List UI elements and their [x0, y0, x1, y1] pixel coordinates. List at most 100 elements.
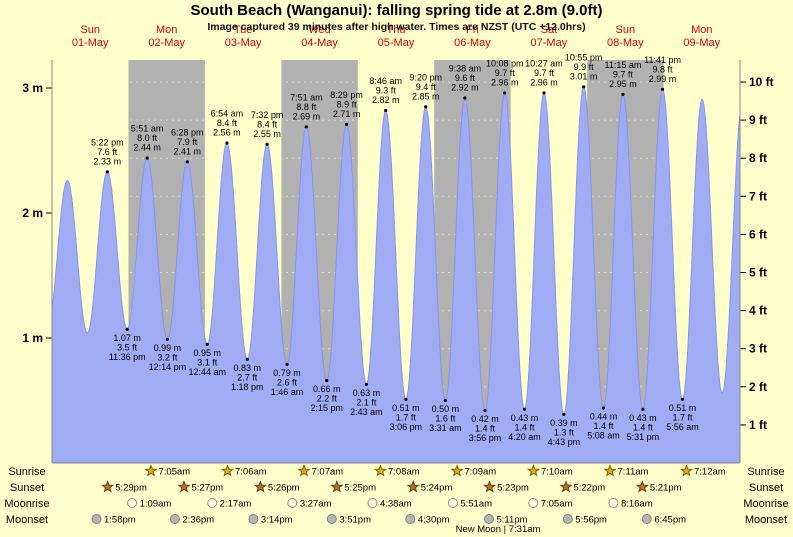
high-tide-label: 9:38 am 9.6 ft 2.92 m	[449, 64, 482, 93]
low-tide-marker	[680, 397, 685, 401]
right-axis-label: 10 ft	[749, 75, 774, 89]
high-tide-label: 6:28 pm 7.9 ft 2.41 m	[171, 127, 204, 156]
moonrise-moon-icon	[207, 498, 218, 508]
low-tide-marker	[522, 407, 527, 411]
sunset-time: 5:24pm	[421, 483, 453, 494]
tide-area	[52, 86, 740, 464]
low-tide-label: 0.66 m 2.2 ft 2:15 pm	[310, 384, 343, 413]
high-tide-marker	[225, 141, 229, 145]
sunrise-time: 7:09am	[464, 467, 496, 478]
low-tide-label: 0.39 m 1.3 ft 4:43 pm	[548, 418, 581, 447]
moonset-time: 6:45pm	[654, 515, 686, 526]
high-tide-marker	[145, 156, 149, 160]
left-axis-label: 2 m	[22, 206, 43, 220]
low-tide-label: 0.44 m 1.4 ft 5:08 am	[587, 412, 620, 441]
sunrise-time: 7:08am	[388, 467, 420, 478]
left-axis-label: 3 m	[22, 81, 43, 95]
sunset-star-icon	[330, 480, 344, 493]
sunrise-time: 7:11am	[617, 467, 648, 478]
high-tide-label: 5:51 am 8.0 ft 2.44 m	[131, 124, 164, 153]
low-tide-label: 0.79 m 2.6 ft 1:46 am	[271, 368, 304, 397]
high-tide-marker	[265, 142, 269, 146]
moonrise-moon-icon	[127, 498, 138, 508]
moonrise-row-label-right: Moonrise	[743, 498, 788, 510]
low-tide-marker	[562, 412, 566, 416]
moonrise-time: 4:38am	[380, 499, 412, 510]
high-tide-marker	[424, 105, 428, 109]
moonrise-time: 8:16am	[621, 499, 653, 510]
right-axis-label: 3 ft	[749, 342, 767, 356]
sunrise-time: 7:07am	[312, 467, 344, 478]
high-tide-label: 7:32 pm 8.4 ft 2.55 m	[251, 110, 284, 139]
low-tide-label: 0.95 m 3.1 ft 12:44 am	[188, 348, 226, 377]
low-tide-marker	[125, 327, 129, 331]
sunrise-star-icon	[679, 464, 694, 477]
low-tide-label: 0.51 m 1.7 ft 5:56 am	[666, 403, 699, 432]
sunrise-star-icon	[450, 464, 464, 477]
sunrise-time: 7:05am	[159, 467, 191, 478]
right-axis-label: 1 ft	[749, 418, 767, 432]
sunset-time: 5:29pm	[115, 483, 147, 494]
moonset-row-label-right: Moonset	[745, 514, 787, 526]
right-axis-label: 6 ft	[749, 227, 767, 241]
moonrise-time: 7:05am	[541, 499, 573, 510]
high-tide-label: 10:55 pm 9.9 ft 3.01 m	[565, 52, 603, 81]
day-label: Mon 02-May	[148, 24, 185, 49]
day-label: Thu 05-May	[378, 24, 415, 49]
moonset-moon-icon	[169, 514, 180, 524]
sunset-row-label-left: Sunset	[10, 482, 44, 494]
low-tide-label: 0.83 m 2.7 ft 1:18 pm	[231, 363, 264, 392]
right-axis-label: 2 ft	[749, 380, 767, 394]
low-tide-marker	[285, 362, 289, 366]
day-label: Mon 09-May	[683, 24, 720, 49]
moonset-moon-icon	[641, 514, 652, 524]
sunrise-star-icon	[144, 464, 158, 477]
low-tide-label: 0.50 m 1.6 ft 3:31 am	[429, 404, 462, 433]
sunrise-star-icon	[220, 464, 235, 477]
right-axis-label: 5 ft	[749, 266, 767, 280]
sunrise-star-icon	[373, 464, 388, 477]
day-label: Sun 01-May	[72, 24, 109, 49]
day-label: Fri 06-May	[454, 24, 491, 49]
moonrise-time: 3:27am	[300, 499, 332, 510]
low-tide-marker	[325, 378, 329, 383]
right-axis-label: 4 ft	[749, 304, 767, 318]
day-label: Sun 08-May	[607, 24, 644, 49]
sunset-star-icon	[253, 480, 267, 493]
low-tide-marker	[245, 357, 249, 361]
moonset-time: 3:14pm	[261, 515, 293, 526]
sunset-time: 5:25pm	[344, 483, 376, 494]
right-axis-label: 8 ft	[749, 151, 767, 165]
moonrise-time: 1:09am	[140, 499, 172, 510]
low-tide-marker	[601, 406, 606, 410]
sunrise-time: 7:12am	[694, 467, 726, 478]
low-tide-label: 0.43 m 1.4 ft 4:20 am	[508, 413, 541, 442]
high-tide-label: 8:46 am 9.3 ft 2.82 m	[369, 76, 402, 105]
low-tide-marker	[443, 398, 447, 403]
day-label: Wed 04-May	[301, 24, 338, 49]
high-tide-label: 11:41 pm 9.8 ft 2.99 m	[644, 55, 681, 84]
moonset-moon-icon	[248, 514, 259, 524]
moonrise-moon-icon	[528, 498, 539, 508]
chart-title: South Beach (Wanganui): falling spring t…	[190, 2, 603, 19]
sunset-time: 5:21pm	[650, 483, 682, 494]
sunset-row-label-right: Sunset	[749, 482, 783, 494]
sunrise-row-label-right: Sunrise	[747, 466, 784, 478]
high-tide-marker	[105, 170, 109, 174]
high-tide-label: 5:22 pm 7.6 ft 2.33 m	[91, 137, 124, 166]
moonset-moon-icon	[562, 514, 573, 524]
right-axis-label: 9 ft	[749, 113, 767, 127]
moonset-time: 5:56pm	[575, 515, 607, 526]
moonrise-row-label-left: Moonrise	[4, 498, 49, 510]
sunrise-star-icon	[297, 464, 311, 477]
high-tide-marker	[582, 85, 586, 89]
sunset-time: 5:23pm	[497, 483, 529, 494]
day-label: Tue 03-May	[225, 24, 262, 49]
sunrise-row-label-left: Sunrise	[8, 466, 45, 478]
high-tide-marker	[304, 125, 308, 129]
high-tide-marker	[463, 96, 467, 100]
high-tide-label: 10:08 pm 9.7 ft 2.96 m	[486, 59, 524, 88]
sunset-star-icon	[559, 480, 573, 493]
sunset-time: 5:27pm	[192, 483, 224, 494]
